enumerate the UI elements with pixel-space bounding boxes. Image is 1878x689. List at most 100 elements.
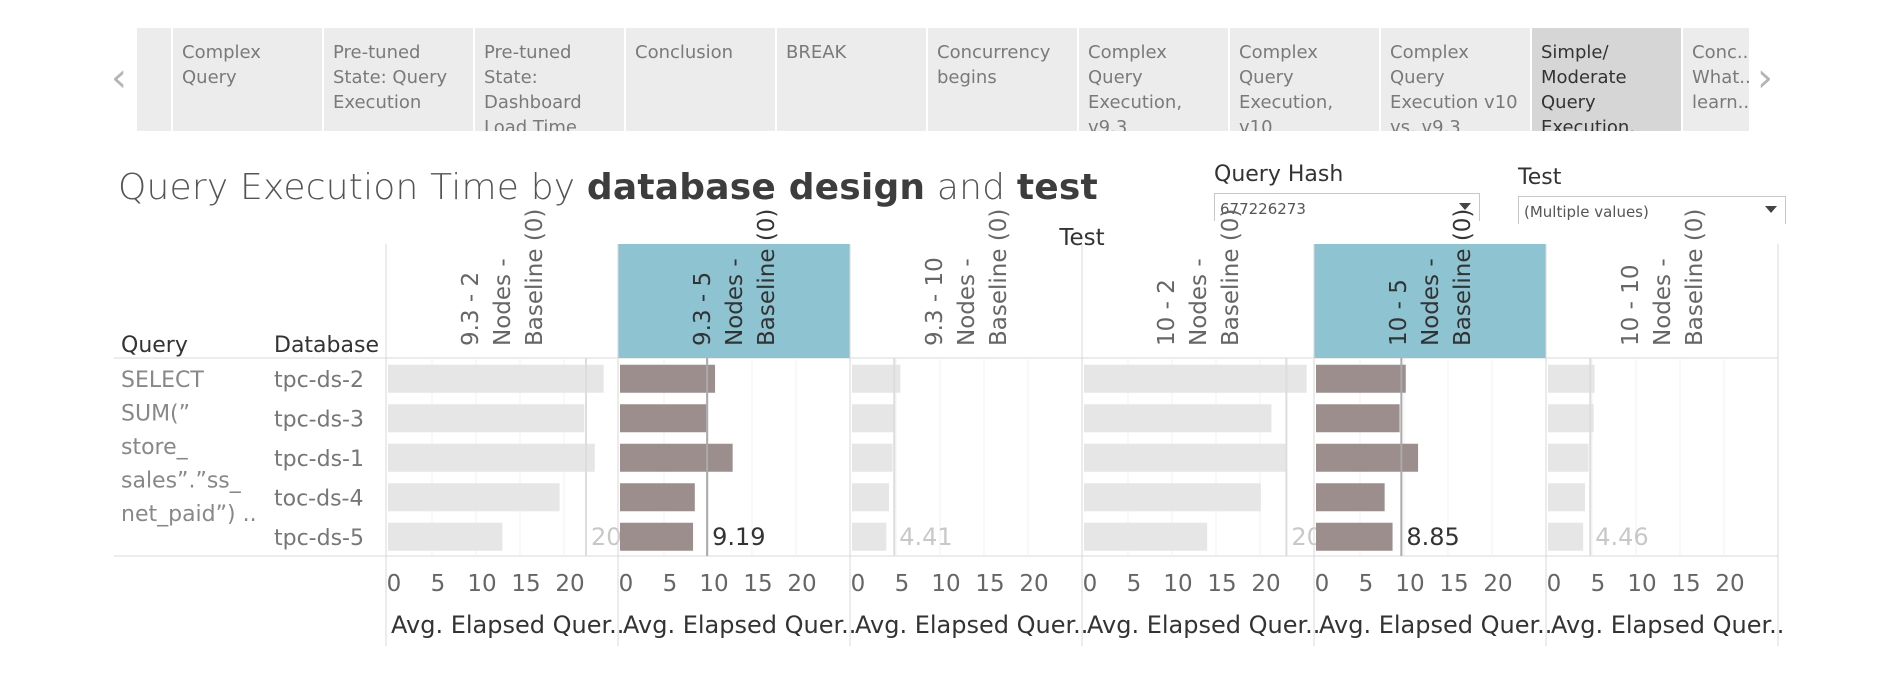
test-filter-label: Test (1518, 165, 1562, 190)
data-bar (388, 483, 560, 512)
title-part-1: Query Execution Time by (118, 167, 587, 208)
data-bar (852, 522, 887, 551)
test-dropdown[interactable]: (Multiple values) (1518, 196, 1786, 224)
row-header-database: Database (274, 333, 379, 358)
x-tick-label: 15 (743, 571, 772, 597)
query-hash-label: Query Hash (1214, 162, 1344, 187)
x-tick-label: 0 (1083, 571, 1098, 597)
x-axis-title: Avg. Elapsed Quer.. (391, 611, 624, 639)
x-axis-title: Avg. Elapsed Quer.. (623, 611, 856, 639)
x-tick-label: 0 (619, 571, 634, 597)
story-tab-8[interactable]: Complex Query Execution, v10 (1230, 28, 1381, 131)
x-tick-label: 0 (387, 571, 402, 597)
query-hash-value: 677226273 (1220, 200, 1306, 218)
story-tab-4[interactable]: Conclusion (626, 28, 777, 131)
row-header-query: Query (121, 333, 188, 358)
story-tab-10[interactable]: Simple/ Moderate Query Execution, v10 (1532, 28, 1683, 131)
data-bar (388, 443, 595, 472)
x-tick-label: 15 (975, 571, 1004, 597)
column-header-text: 10 - 2 (1154, 279, 1180, 346)
query-label-line: net_paid”) .. (121, 502, 257, 527)
data-bar (620, 404, 707, 433)
chevron-down-icon[interactable] (1765, 206, 1777, 213)
x-tick-label: 20 (1019, 571, 1048, 597)
column-header-text: Nodes - (1418, 258, 1444, 346)
x-tick-label: 10 (699, 571, 728, 597)
x-tick-label: 10 (931, 571, 960, 597)
test-filter-value: (Multiple values) (1524, 203, 1649, 221)
query-label-line: sales”.”ss_ (121, 469, 242, 494)
story-tab-6[interactable]: Concurrency begins (928, 28, 1079, 131)
data-bar (1316, 364, 1406, 393)
x-tick-label: 20 (1715, 571, 1744, 597)
data-bar (1548, 483, 1585, 512)
database-label: tpc-ds-5 (274, 526, 364, 551)
story-tab-2[interactable]: Pre-tuned State: Query Execution (324, 28, 475, 131)
column-header-text: 9.3 - 2 (458, 272, 484, 346)
average-value-label: 9.19 (712, 523, 765, 551)
x-tick-label: 15 (511, 571, 540, 597)
column-header-text: Nodes - (490, 258, 516, 346)
story-tab-3[interactable]: Pre-tuned State: Dashboard Load Time (475, 28, 626, 131)
query-hash-dropdown[interactable]: 677226273 (1214, 193, 1480, 221)
column-header-text: Nodes - (722, 258, 748, 346)
x-tick-label: 10 (1395, 571, 1424, 597)
data-bar (852, 364, 901, 393)
title-bold-2: test (1016, 167, 1098, 208)
data-bar (1084, 483, 1261, 512)
x-tick-label: 15 (1671, 571, 1700, 597)
story-tab-9[interactable]: Complex Query Execution v10 vs. v9.3 (1381, 28, 1532, 131)
query-label-line: SELECT (121, 368, 204, 393)
test-filter: Test (Multiple values) (1518, 165, 1786, 224)
x-tick-label: 5 (431, 571, 446, 597)
x-tick-label: 15 (1207, 571, 1236, 597)
story-tabs: Complex Query Pre-tuned State: Query Exec… (137, 28, 1749, 131)
x-axis-title: Avg. Elapsed Quer.. (1319, 611, 1552, 639)
database-label: tpc-ds-3 (274, 408, 364, 433)
chevron-right-icon[interactable]: › (1757, 55, 1773, 101)
data-bar (1084, 443, 1287, 472)
x-tick-label: 10 (467, 571, 496, 597)
chevron-down-icon[interactable] (1459, 203, 1471, 210)
data-bar (620, 443, 733, 472)
column-header-text: Nodes - (1650, 258, 1676, 346)
column-header-text: 9.3 - 5 (690, 272, 716, 346)
x-tick-label: 20 (555, 571, 584, 597)
data-bar (1316, 483, 1385, 512)
data-bar (388, 364, 604, 393)
data-bar (1084, 404, 1272, 433)
query-hash-filter: Query Hash 677226273 (1214, 162, 1480, 221)
data-bar (388, 404, 585, 433)
x-tick-label: 5 (663, 571, 678, 597)
column-header-text: Baseline (0) (522, 209, 548, 346)
column-header-text: Nodes - (1186, 258, 1212, 346)
average-value-label: 4.41 (899, 523, 952, 551)
story-tab-1[interactable]: Complex Query (173, 28, 324, 131)
data-bar (852, 483, 889, 512)
data-bar (620, 522, 694, 551)
story-tab-5[interactable]: BREAK (777, 28, 928, 131)
data-bar (1084, 522, 1208, 551)
chevron-left-icon[interactable]: ‹ (111, 55, 127, 101)
column-header-label: 9.3 - 10 Nodes - Baseline (0) (922, 209, 1012, 346)
average-value-label: 4.46 (1595, 523, 1648, 551)
page-title: Query Execution Time by database design … (118, 167, 1098, 208)
x-tick-label: 15 (1439, 571, 1468, 597)
column-header-label: 9.3 - 5 Nodes - Baseline (0) (690, 209, 780, 346)
average-value-label: 8.85 (1406, 523, 1459, 551)
data-bar (1548, 522, 1584, 551)
data-bar (1548, 364, 1595, 393)
data-bar (1548, 404, 1594, 433)
data-bar (852, 404, 895, 433)
column-header-text: Baseline (0) (986, 209, 1012, 346)
x-tick-label: 5 (895, 571, 910, 597)
x-tick-label: 10 (1627, 571, 1656, 597)
story-tab-stub[interactable] (137, 28, 173, 131)
story-tab-11[interactable]: Conc... What... learn... (1683, 28, 1749, 131)
query-label-line: store_ (121, 435, 189, 460)
x-axis-title: Avg. Elapsed Quer.. (855, 611, 1088, 639)
story-tab-7[interactable]: Complex Query Execution, v9.3 (1079, 28, 1230, 131)
data-bar (1316, 522, 1393, 551)
data-bar (620, 364, 716, 393)
